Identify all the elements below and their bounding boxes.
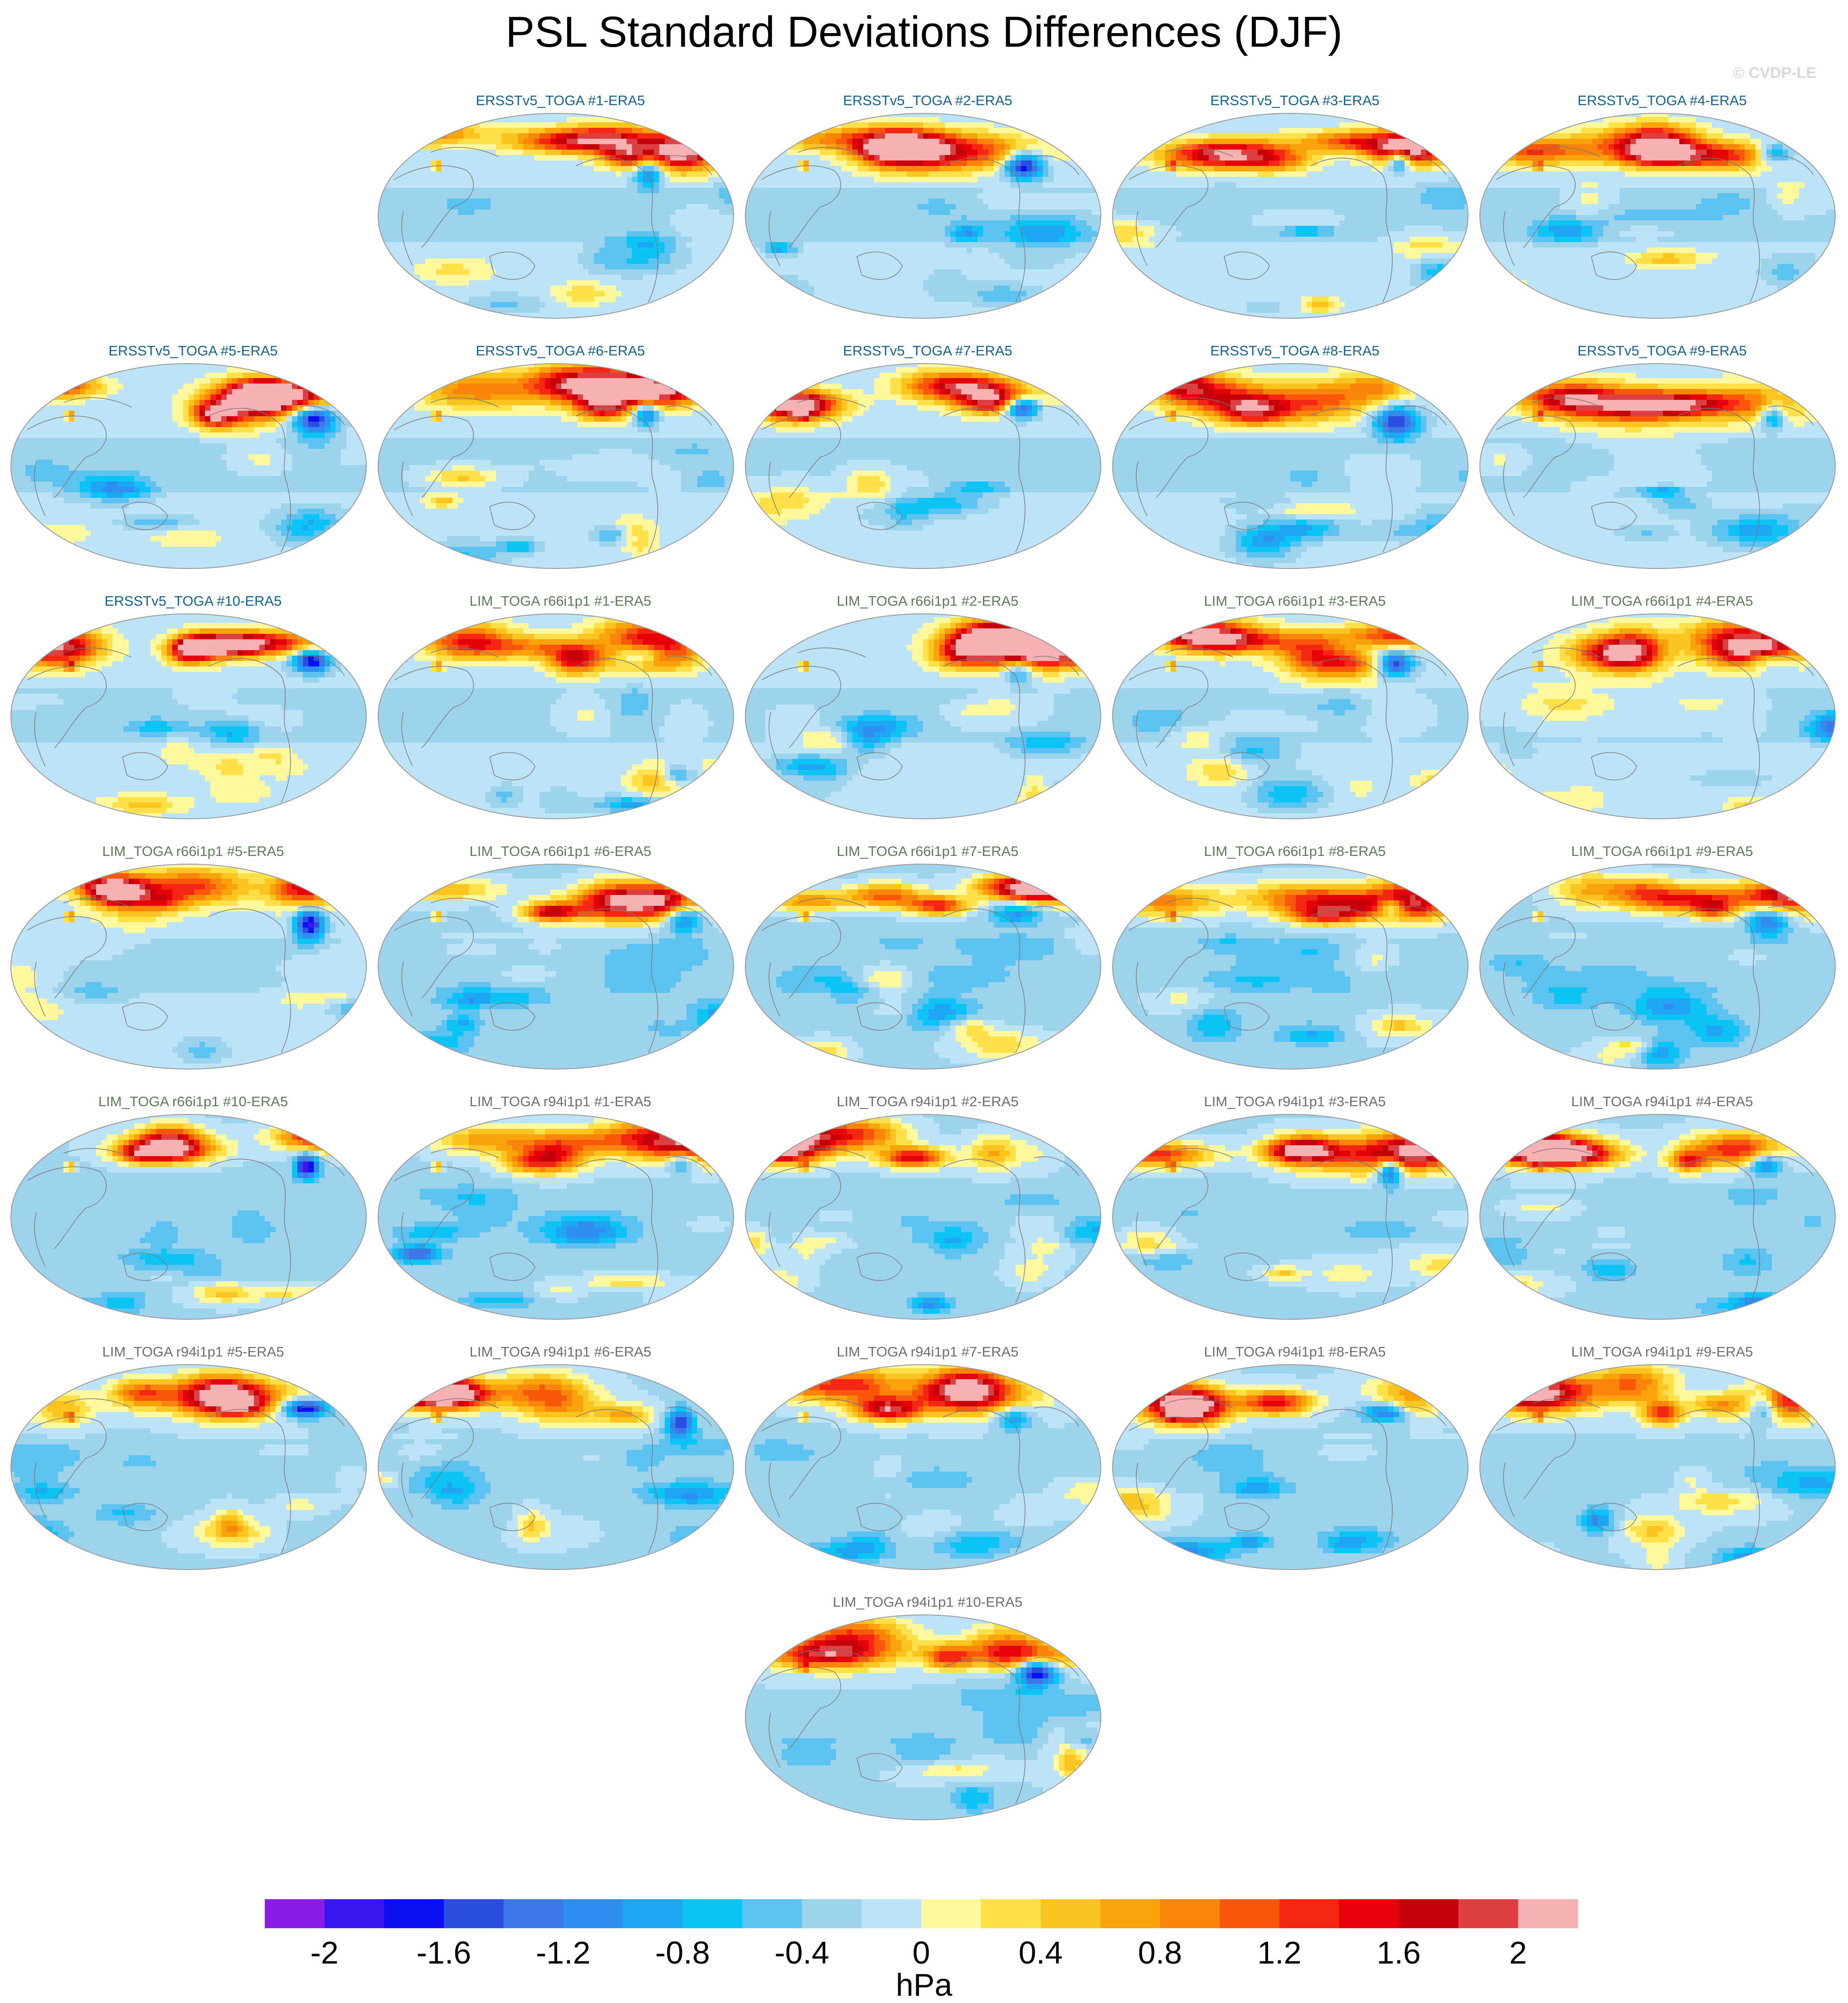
panel-title: LIM_TOGA r94i1p1 #5-ERA5 (9, 1344, 377, 1360)
map-panel (376, 1113, 735, 1321)
map-panel (1478, 1363, 1837, 1571)
colorbar-tick-label: -1.6 (417, 1935, 472, 1970)
panel-title: LIM_TOGA r66i1p1 #10-ERA5 (9, 1094, 377, 1110)
panel-title: LIM_TOGA r94i1p1 #7-ERA5 (744, 1344, 1112, 1360)
colorbar-swatch (981, 1899, 1041, 1928)
map-panel (744, 612, 1103, 821)
colorbar-swatch (921, 1899, 981, 1928)
panel-title: LIM_TOGA r66i1p1 #5-ERA5 (9, 843, 377, 860)
colorbar-tick-label: 0.4 (1019, 1935, 1063, 1970)
colorbar-swatch (444, 1899, 504, 1928)
panel-title: LIM_TOGA r66i1p1 #8-ERA5 (1111, 843, 1479, 860)
map-panel (1111, 362, 1470, 570)
map-panel (744, 1363, 1103, 1571)
colorbar-tick-label: -0.8 (655, 1935, 710, 1970)
colorbar-swatch (504, 1899, 564, 1928)
colorbar-swatch (1339, 1899, 1399, 1928)
colorbar-swatch (623, 1899, 683, 1928)
panel-title: LIM_TOGA r66i1p1 #3-ERA5 (1111, 593, 1479, 609)
panel-title: LIM_TOGA r94i1p1 #2-ERA5 (744, 1094, 1112, 1110)
panel-title: LIM_TOGA r94i1p1 #9-ERA5 (1478, 1344, 1846, 1360)
colorbar-tick-label: 1.6 (1376, 1935, 1420, 1970)
map-panel (1111, 112, 1470, 320)
map-panel (1478, 112, 1837, 320)
panel-title: LIM_TOGA r94i1p1 #3-ERA5 (1111, 1094, 1479, 1110)
colorbar-tick-label: -0.4 (774, 1935, 829, 1970)
colorbar-swatch (1459, 1899, 1518, 1928)
map-panel (376, 612, 735, 821)
panel-title: ERSSTv5_TOGA #3-ERA5 (1111, 92, 1479, 109)
colorbar-swatch (563, 1899, 623, 1928)
panel-title: LIM_TOGA r94i1p1 #10-ERA5 (744, 1594, 1112, 1610)
panel-title: ERSSTv5_TOGA #2-ERA5 (744, 92, 1112, 109)
map-panel (9, 362, 368, 570)
colorbar-tick-label: 0.8 (1138, 1935, 1182, 1970)
map-panel (9, 612, 368, 821)
map-panel (744, 112, 1103, 320)
panel-title: ERSSTv5_TOGA #6-ERA5 (376, 343, 744, 359)
panel-title: ERSSTv5_TOGA #5-ERA5 (9, 343, 377, 359)
colorbar-swatch (1220, 1899, 1279, 1928)
colorbar-tick-label: 1.2 (1257, 1935, 1301, 1970)
map-panel (376, 112, 735, 320)
colorbar-tick-label: -2 (311, 1935, 339, 1970)
map-panel (1478, 1113, 1837, 1321)
map-panel (376, 362, 735, 570)
map-panel (1111, 1113, 1470, 1321)
panel-title: LIM_TOGA r66i1p1 #6-ERA5 (376, 843, 744, 860)
map-panel (1478, 862, 1837, 1071)
panel-title: LIM_TOGA r94i1p1 #8-ERA5 (1111, 1344, 1479, 1360)
panel-title: ERSSTv5_TOGA #9-ERA5 (1478, 343, 1846, 359)
colorbar-tick-label: -1.2 (536, 1935, 591, 1970)
colorbar-swatch (265, 1899, 325, 1928)
colorbar-swatch (384, 1899, 444, 1928)
map-panel (744, 862, 1103, 1071)
panel-title: LIM_TOGA r66i1p1 #7-ERA5 (744, 843, 1112, 860)
map-panel (376, 1363, 735, 1571)
panel-title: ERSSTv5_TOGA #7-ERA5 (744, 343, 1112, 359)
panel-title: LIM_TOGA r94i1p1 #6-ERA5 (376, 1344, 744, 1360)
colorbar-swatch (1279, 1899, 1339, 1928)
colorbar-swatch (1100, 1899, 1160, 1928)
colorbar-swatch (1041, 1899, 1100, 1928)
colorbar-unit-label: hPa (0, 1968, 1848, 2002)
map-panel (744, 1113, 1103, 1321)
colorbar-swatch (802, 1899, 862, 1928)
colorbar-tick-label: 2 (1509, 1935, 1527, 1970)
colorbar-swatch (1399, 1899, 1459, 1928)
colorbar-swatch (325, 1899, 384, 1928)
colorbar-swatch (682, 1899, 742, 1928)
panel-title: ERSSTv5_TOGA #1-ERA5 (376, 92, 744, 109)
panel-title: ERSSTv5_TOGA #10-ERA5 (9, 593, 377, 609)
panel-title: LIM_TOGA r94i1p1 #1-ERA5 (376, 1094, 744, 1110)
panel-grid: ERSSTv5_TOGA #1-ERA5 ERSSTv5_TOGA #2-ERA5… (0, 0, 1848, 1859)
colorbar-swatch (1160, 1899, 1220, 1928)
map-panel (744, 362, 1103, 570)
panel-title: ERSSTv5_TOGA #8-ERA5 (1111, 343, 1479, 359)
map-panel (1111, 862, 1470, 1071)
map-panel (1111, 612, 1470, 821)
colorbar-tick-label: 0 (913, 1935, 930, 1970)
map-panel (1111, 1363, 1470, 1571)
colorbar-swatch (861, 1899, 921, 1928)
map-panel (9, 862, 368, 1071)
panel-title: LIM_TOGA r66i1p1 #9-ERA5 (1478, 843, 1846, 860)
map-panel (376, 862, 735, 1071)
map-panel (9, 1363, 368, 1571)
map-panel (1478, 362, 1837, 570)
map-panel (1478, 612, 1837, 821)
panel-title: LIM_TOGA r66i1p1 #4-ERA5 (1478, 593, 1846, 609)
map-panel (9, 1113, 368, 1321)
colorbar-swatch (1518, 1899, 1578, 1928)
panel-title: ERSSTv5_TOGA #4-ERA5 (1478, 92, 1846, 109)
colorbar-swatch (742, 1899, 802, 1928)
panel-title: LIM_TOGA r94i1p1 #4-ERA5 (1478, 1094, 1846, 1110)
map-panel (744, 1613, 1103, 1822)
panel-title: LIM_TOGA r66i1p1 #2-ERA5 (744, 593, 1112, 609)
panel-title: LIM_TOGA r66i1p1 #1-ERA5 (376, 593, 744, 609)
